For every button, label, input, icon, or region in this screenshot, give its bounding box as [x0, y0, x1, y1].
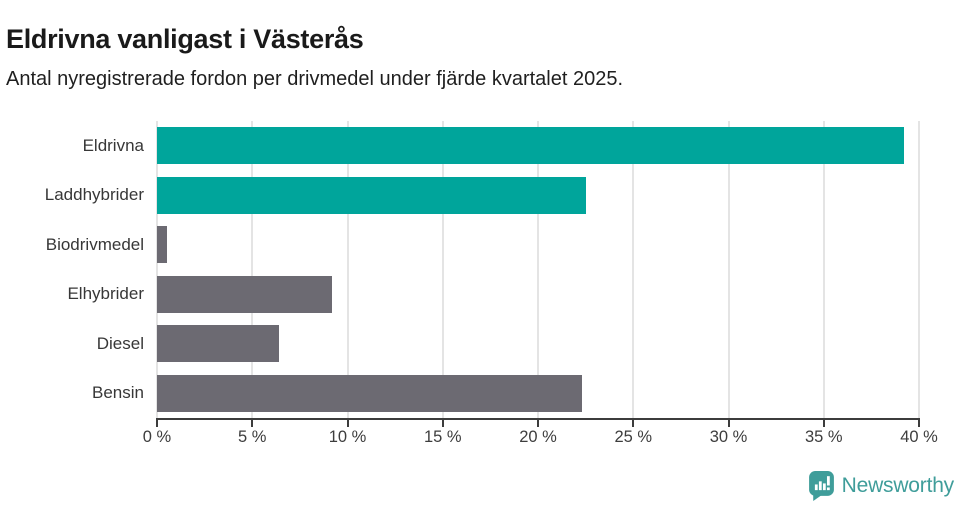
- bar-row: [157, 171, 919, 221]
- gridline: [537, 121, 539, 418]
- bar-laddhybrider: [157, 176, 586, 214]
- x-tick-label: 10 %: [328, 428, 367, 446]
- chart-title: Eldrivna vanligast i Västerås: [6, 24, 364, 55]
- x-tick-label: 30 %: [709, 428, 748, 446]
- axis-tick: [632, 418, 635, 427]
- gridline: [251, 121, 254, 418]
- bar-diesel: [157, 325, 279, 363]
- gridline: [632, 121, 635, 418]
- bar-chart-speech-bubble-icon: [808, 471, 834, 501]
- gridline: [727, 121, 730, 418]
- plot-area: [156, 121, 920, 418]
- bar-row: [157, 319, 919, 369]
- chart-subtitle: Antal nyregistrerade fordon per drivmede…: [6, 68, 624, 90]
- category-label: Eldrivna: [82, 135, 144, 155]
- x-tick-label: 40 %: [900, 428, 938, 446]
- axis-tick: [346, 418, 349, 427]
- bar-row: [157, 220, 919, 270]
- bar-eldrivna: [157, 127, 904, 165]
- x-tick-label: 15 %: [423, 428, 462, 446]
- axis-tick: [251, 418, 254, 427]
- x-tick-label: 25 %: [614, 428, 653, 446]
- axis-tick: [441, 418, 444, 427]
- bar-biodrivmedel: [157, 226, 167, 264]
- bars: [157, 121, 919, 418]
- bar-elhybrider: [157, 275, 333, 313]
- gridlines: [156, 121, 920, 418]
- category-label: Elhybrider: [67, 284, 144, 304]
- category-label: Biodrivmedel: [45, 234, 144, 254]
- gridline: [156, 121, 158, 418]
- axis-tick: [918, 418, 920, 427]
- gridline: [346, 121, 349, 418]
- category-label: Bensin: [92, 383, 144, 403]
- x-tick-label: 5 %: [238, 428, 267, 446]
- axis-tick: [822, 418, 825, 427]
- axis-tick: [537, 418, 539, 427]
- x-tick-labels: 0 % 5 % 10 % 15 % 20 % 25 % 30 % 35 % 40 %: [143, 428, 938, 448]
- bar-bensin: [157, 374, 582, 412]
- category-label: Diesel: [96, 333, 144, 353]
- bar-row: [157, 369, 919, 419]
- x-tick-label: 35 %: [804, 428, 843, 446]
- category-labels: Eldrivna Laddhybrider Biodrivmedel Elhybrid…: [0, 121, 144, 418]
- axis-tick: [156, 418, 158, 427]
- gridline: [441, 121, 444, 418]
- x-tick-label: 20 %: [519, 428, 557, 446]
- brand-footer: Newsworthy: [808, 471, 955, 501]
- axis-tick: [727, 418, 730, 427]
- gridline: [822, 121, 825, 418]
- gridline: [918, 121, 920, 418]
- bar-row: [157, 270, 919, 320]
- x-axis: [156, 418, 920, 427]
- brand-name: Newsworthy: [841, 474, 955, 497]
- bar-row: [157, 121, 919, 171]
- x-tick-label: 0 %: [142, 428, 172, 446]
- category-label: Laddhybrider: [44, 185, 144, 205]
